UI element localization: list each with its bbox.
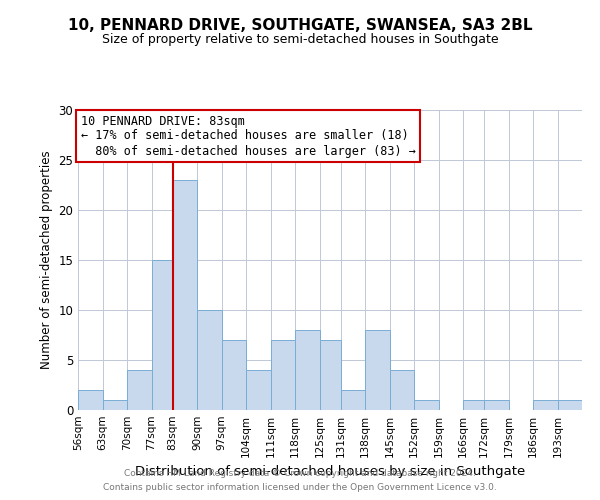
- Bar: [365, 330, 389, 410]
- Text: Size of property relative to semi-detached houses in Southgate: Size of property relative to semi-detach…: [101, 32, 499, 46]
- Bar: [341, 390, 365, 410]
- Bar: [414, 400, 439, 410]
- Bar: [78, 390, 103, 410]
- X-axis label: Distribution of semi-detached houses by size in Southgate: Distribution of semi-detached houses by …: [135, 466, 525, 478]
- Text: 10, PENNARD DRIVE, SOUTHGATE, SWANSEA, SA3 2BL: 10, PENNARD DRIVE, SOUTHGATE, SWANSEA, S…: [68, 18, 532, 32]
- Bar: [320, 340, 341, 410]
- Bar: [484, 400, 509, 410]
- Bar: [103, 400, 127, 410]
- Bar: [173, 180, 197, 410]
- Text: Contains HM Land Registry data © Crown copyright and database right 2024.: Contains HM Land Registry data © Crown c…: [124, 468, 476, 477]
- Y-axis label: Number of semi-detached properties: Number of semi-detached properties: [40, 150, 53, 370]
- Bar: [197, 310, 221, 410]
- Bar: [152, 260, 173, 410]
- Bar: [246, 370, 271, 410]
- Bar: [127, 370, 152, 410]
- Bar: [221, 340, 246, 410]
- Text: Contains public sector information licensed under the Open Government Licence v3: Contains public sector information licen…: [103, 484, 497, 492]
- Bar: [271, 340, 295, 410]
- Bar: [557, 400, 582, 410]
- Bar: [295, 330, 320, 410]
- Bar: [463, 400, 484, 410]
- Text: 10 PENNARD DRIVE: 83sqm
← 17% of semi-detached houses are smaller (18)
  80% of : 10 PENNARD DRIVE: 83sqm ← 17% of semi-de…: [80, 114, 415, 158]
- Bar: [389, 370, 414, 410]
- Bar: [533, 400, 557, 410]
